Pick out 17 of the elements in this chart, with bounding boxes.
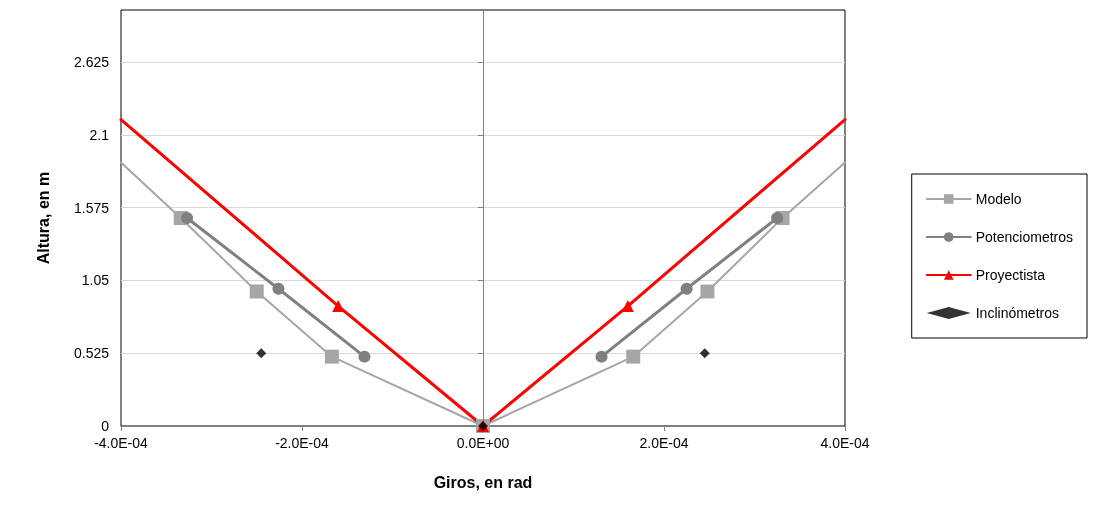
x-tick-label: 0.0E+00 bbox=[456, 435, 510, 451]
y-tick-label: 0 bbox=[101, 418, 110, 434]
y-tick-label: 1.05 bbox=[81, 272, 110, 289]
y-axis-title: Altura, en m bbox=[34, 171, 52, 265]
y-tick-label: 1.575 bbox=[73, 199, 110, 216]
x-tick-label: 2.0E-04 bbox=[639, 435, 689, 451]
x-tick-label: 4.0E-04 bbox=[820, 435, 870, 451]
y-tick-label: 2.625 bbox=[73, 54, 110, 70]
x-tick-label: -2.0E-04 bbox=[275, 435, 330, 451]
x-axis-title: Giros, en rad bbox=[433, 473, 533, 491]
y-tick-label: 0.525 bbox=[73, 345, 110, 362]
legend-label: Inclinómetros bbox=[975, 305, 1059, 321]
x-tick-label: -4.0E-04 bbox=[94, 435, 149, 451]
legend-label: Proyectista bbox=[975, 267, 1046, 283]
y-tick-label: 2.1 bbox=[89, 126, 110, 143]
legend-label: Modelo bbox=[975, 191, 1022, 207]
legend-label: Potenciometros bbox=[975, 229, 1074, 245]
